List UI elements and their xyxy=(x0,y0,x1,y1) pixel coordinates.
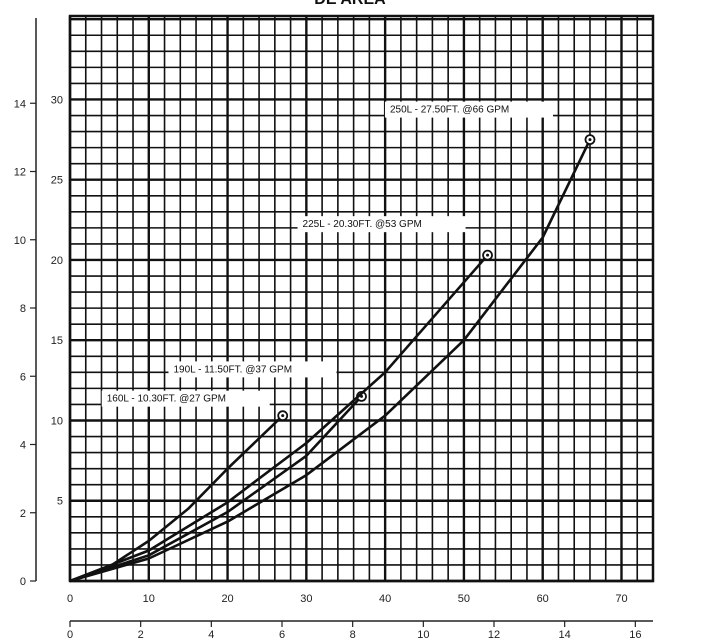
x-bottom-tick-label: 0 xyxy=(67,629,73,641)
annotations: 160L - 10.30FT. @27 GPM 190L - 11.50FT. @… xyxy=(101,101,553,407)
x-top-tick-label: 20 xyxy=(221,593,233,605)
annotation-background xyxy=(168,361,337,378)
annotation-label: 160L - 10.30FT. @27 GPM xyxy=(107,394,226,405)
x-bottom-tick-label: 16 xyxy=(629,629,641,641)
y-outer-tick-label: 0 xyxy=(20,576,26,588)
annotation-background xyxy=(101,390,270,407)
series-endpoint-dot xyxy=(486,253,490,257)
y-inner-tick-label: 30 xyxy=(51,94,63,106)
y-outer-tick-label: 2 xyxy=(20,508,26,520)
y-inner-tick-label: 5 xyxy=(57,496,63,508)
y-outer-tick-label: 12 xyxy=(14,167,26,179)
x-top-tick-label: 40 xyxy=(379,593,391,605)
annotation-label: 225L - 20.30FT. @53 GPM xyxy=(303,219,422,230)
series-endpoint-dot xyxy=(588,138,592,142)
y-inner-tick-label: 25 xyxy=(51,175,63,187)
x-top-tick-label: 30 xyxy=(300,593,312,605)
x-bottom-tick-label: 2 xyxy=(138,629,144,641)
annotation-label: 190L - 11.50FT. @37 GPM xyxy=(174,364,293,375)
x-bottom-tick-label: 4 xyxy=(208,629,214,641)
x-bottom-tick-label: 12 xyxy=(488,629,500,641)
y-inner-tick-label: 20 xyxy=(51,255,63,267)
plot-frame xyxy=(68,14,655,583)
series-layer xyxy=(69,134,596,583)
y-outer-tick-label: 10 xyxy=(14,235,26,247)
y-outer-tick-label: 8 xyxy=(20,303,26,315)
grid xyxy=(68,14,655,583)
x-bottom-tick-label: 14 xyxy=(559,629,571,641)
series-line xyxy=(69,395,363,583)
series-line xyxy=(69,254,489,583)
x-bottom-tick-label: 6 xyxy=(279,629,285,641)
annotation-background xyxy=(384,101,553,118)
x-top-tick-label: 0 xyxy=(67,593,73,605)
x-top-tick-label: 10 xyxy=(143,593,155,605)
annotation-background xyxy=(297,216,466,233)
x-bottom-tick-label: 8 xyxy=(350,629,356,641)
y-outer-tick-label: 6 xyxy=(20,371,26,383)
chart-title: DE AREA xyxy=(314,0,386,8)
y-inner-tick-label: 10 xyxy=(51,415,63,427)
series-endpoint-dot xyxy=(281,414,285,418)
y-outer-tick-label: 4 xyxy=(20,440,26,452)
series-line xyxy=(69,139,592,583)
x-top-tick-label: 60 xyxy=(537,593,549,605)
x-bottom-tick-label: 10 xyxy=(417,629,429,641)
y-outer-tick-label: 14 xyxy=(14,98,26,110)
y-inner-tick-label: 15 xyxy=(51,335,63,347)
x-top-tick-label: 50 xyxy=(458,593,470,605)
x-top-tick-label: 70 xyxy=(615,593,627,605)
annotation-label: 250L - 27.50FT. @66 GPM xyxy=(390,105,509,116)
